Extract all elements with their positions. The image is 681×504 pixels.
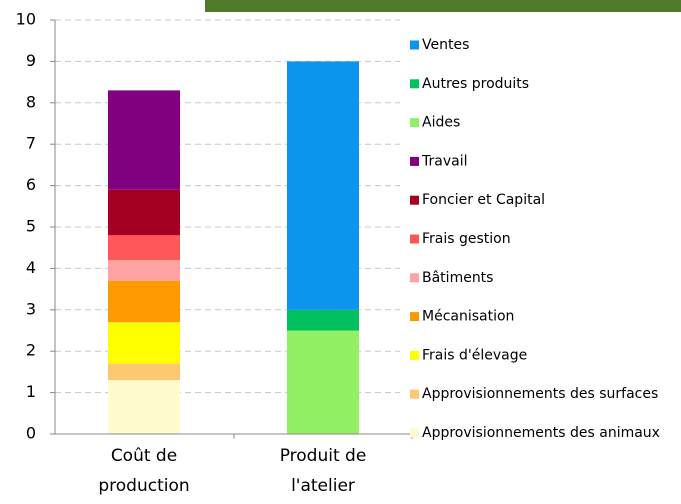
legend-swatch: [410, 390, 419, 399]
bar-segment: [108, 322, 180, 363]
x-tick-label: Produit de l'atelier: [263, 441, 383, 501]
y-tick-label: 8: [26, 92, 36, 111]
y-tick-label: 3: [26, 299, 36, 318]
legend-swatch: [410, 235, 419, 244]
legend-swatch: [410, 429, 419, 438]
legend-label: Bâtiments: [422, 270, 493, 286]
legend-label: Mécanisation: [422, 309, 514, 325]
legend-swatch: [410, 196, 419, 205]
bar-segment: [108, 235, 180, 260]
legend-swatch: [410, 273, 419, 282]
legend-swatch: [410, 41, 419, 50]
legend-swatch: [410, 118, 419, 127]
legend-swatch: [410, 157, 419, 166]
chart: 0 1 2 3 4 5 6 7 8 9 10 Ventes Autres produits Aides Tr…: [0, 0, 681, 504]
legend-swatch: [410, 79, 419, 88]
legend-label: Aides: [422, 115, 460, 131]
chart-page: 0 1 2 3 4 5 6 7 8 9 10 Ventes Autres produits Aides Tr…: [0, 0, 681, 504]
bar-segment: [108, 364, 180, 381]
bar-segment: [108, 90, 180, 189]
legend-label: Foncier et Capital: [422, 192, 545, 208]
y-tick-label: 5: [26, 217, 36, 236]
bar-segment: [287, 331, 359, 435]
y-tick-label: 9: [26, 51, 36, 70]
bar-segment: [108, 190, 180, 236]
legend-label: Ventes: [422, 37, 469, 53]
y-tick-label: 2: [26, 341, 36, 360]
legend-label: Frais gestion: [422, 231, 511, 247]
y-tick-label: 6: [26, 175, 36, 194]
legend-label: Approvisionnements des surfaces: [422, 386, 658, 402]
y-tick-label: 4: [26, 258, 36, 277]
legend-label: Autres produits: [422, 76, 529, 92]
bar-segment: [108, 281, 180, 322]
legend-label: Travail: [421, 153, 467, 169]
y-tick-label: 7: [26, 134, 36, 153]
bar-segment: [287, 61, 359, 309]
x-tick-label: Coût de production: [84, 441, 204, 501]
bar-segment: [108, 260, 180, 281]
bar-segment: [108, 380, 180, 434]
y-tick-label: 0: [26, 424, 36, 443]
legend-swatch: [410, 351, 419, 360]
legend-swatch: [410, 312, 419, 321]
y-tick-label: 1: [26, 382, 36, 401]
legend-label: Frais d'élevage: [422, 347, 527, 363]
legend-label: Approvisionnements des animaux: [422, 425, 660, 441]
y-tick-label: 10: [16, 10, 36, 29]
header-image: [205, 0, 681, 12]
bar-segment: [287, 310, 359, 331]
